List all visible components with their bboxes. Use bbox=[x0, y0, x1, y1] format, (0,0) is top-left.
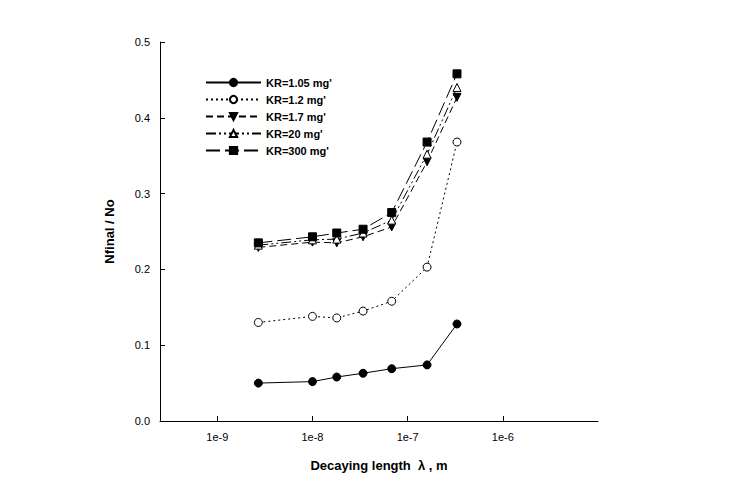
svg-text:KR=1.7 mg': KR=1.7 mg' bbox=[266, 111, 326, 123]
svg-text:1e-6: 1e-6 bbox=[492, 431, 514, 443]
svg-text:0.3: 0.3 bbox=[135, 188, 150, 200]
svg-text:1e-7: 1e-7 bbox=[397, 431, 419, 443]
svg-text:KR=300 mg': KR=300 mg' bbox=[266, 145, 329, 157]
svg-text:0.4: 0.4 bbox=[135, 112, 150, 124]
svg-text:1e-8: 1e-8 bbox=[301, 431, 323, 443]
svg-text:Nfinal / No: Nfinal / No bbox=[102, 199, 117, 263]
svg-text:0.2: 0.2 bbox=[135, 263, 150, 275]
svg-text:0.1: 0.1 bbox=[135, 339, 150, 351]
svg-text:KR=1.2 mg': KR=1.2 mg' bbox=[266, 94, 326, 106]
svg-text:1e-9: 1e-9 bbox=[206, 431, 228, 443]
svg-text:0.0: 0.0 bbox=[135, 415, 150, 427]
svg-text:0.5: 0.5 bbox=[135, 36, 150, 48]
svg-text:Decaying length λ , m: Decaying length λ , m bbox=[310, 458, 447, 473]
svg-text:KR=20 mg': KR=20 mg' bbox=[266, 128, 323, 140]
svg-text:KR=1.05 mg': KR=1.05 mg' bbox=[266, 77, 332, 89]
